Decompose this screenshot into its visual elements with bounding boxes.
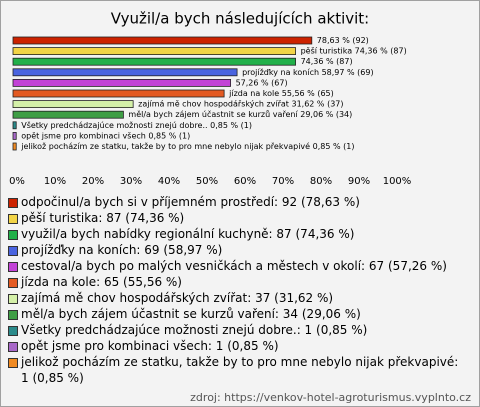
legend: odpočinul/a bych si v příjemném prostřed… xyxy=(7,194,469,386)
plot: Využil/a bych následujících aktivit: 0% 1… xyxy=(9,10,412,188)
legend-label: využil/a bych nabídky regionální kuchyně… xyxy=(21,227,355,241)
legend-item: cestoval/a bych po malých vesničkách a m… xyxy=(7,258,469,274)
x-tick-label: 0% xyxy=(9,176,25,187)
x-tick-label: 40% xyxy=(158,176,180,187)
bar xyxy=(12,121,17,130)
bar xyxy=(12,79,231,87)
legend-item: projížďky na koních: 69 (58,97 %) xyxy=(7,242,469,258)
bar xyxy=(12,36,313,45)
legend-label: měl/a bych zájem účastnit se kurzů vařen… xyxy=(21,307,361,321)
value-label: zajímá mě chov hospodářských zvířat 31,6… xyxy=(138,100,343,109)
legend-item: měl/a bych zájem účastnit se kurzů vařen… xyxy=(7,306,469,322)
bar xyxy=(12,131,17,140)
bar xyxy=(12,57,296,66)
bar xyxy=(12,100,134,108)
value-label: 74,36 % (87) xyxy=(301,57,353,66)
legend-swatch xyxy=(8,310,18,320)
bar xyxy=(12,47,296,55)
x-tick-label: 20% xyxy=(82,176,104,187)
value-label: jízda na kole 55,56 % (65) xyxy=(228,89,334,98)
x-tick-label: 90% xyxy=(348,176,370,187)
value-label: jelikož pocházím ze statku, takže by to … xyxy=(20,141,354,151)
x-tick-label: 60% xyxy=(234,176,256,187)
legend-label: odpočinul/a bych si v příjemném prostřed… xyxy=(21,195,360,209)
x-tick-label: 100% xyxy=(383,176,412,187)
legend-swatch xyxy=(8,326,18,336)
legend-swatch xyxy=(8,294,18,304)
legend-item: jízda na kole: 65 (55,56 %) xyxy=(7,274,469,290)
bar xyxy=(12,68,238,77)
x-tick-label: 50% xyxy=(196,176,218,187)
value-label: 78,63 % (92) xyxy=(317,36,369,45)
x-tick-label: 70% xyxy=(272,176,294,187)
legend-label: jízda na kole: 65 (55,56 %) xyxy=(21,275,182,289)
value-label: 57,26 % (67) xyxy=(236,78,288,87)
legend-swatch xyxy=(8,342,18,352)
legend-label: cestoval/a bych po malých vesničkách a m… xyxy=(21,259,447,273)
legend-swatch xyxy=(8,262,18,272)
legend-item: odpočinul/a bych si v příjemném prostřed… xyxy=(7,194,469,210)
legend-label: Všetky predchádzajúce možnosti znejú dob… xyxy=(21,323,368,337)
legend-swatch xyxy=(8,214,18,224)
legend-item: využil/a bych nabídky regionální kuchyně… xyxy=(7,226,469,242)
value-label: Všetky predchádzajúce možnosti znejú dob… xyxy=(21,120,252,130)
legend-item: pěší turistika: 87 (74,36 %) xyxy=(7,210,469,226)
x-tick-label: 10% xyxy=(44,176,66,187)
bar xyxy=(12,110,124,119)
legend-swatch xyxy=(8,278,18,288)
value-label: projížďky na koních 58,97 % (69) xyxy=(242,68,374,77)
value-label: pěší turistika 74,36 % (87) xyxy=(301,46,407,56)
bar xyxy=(12,142,17,151)
legend-swatch xyxy=(8,358,18,368)
legend-label: projížďky na koních: 69 (58,97 %) xyxy=(21,243,223,257)
value-label: měl/a bych zájem účastnit se kurzů vařen… xyxy=(128,109,352,119)
chart-title: Využil/a bych následujících aktivit: xyxy=(111,10,370,28)
source: zdroj: https://venkov-hotel-agroturismus… xyxy=(190,391,471,404)
legend-label: zajímá mě chov hospodářských zvířat: 37 … xyxy=(21,291,334,305)
legend-item: Všetky predchádzajúce možnosti znejú dob… xyxy=(7,322,469,338)
x-tick-label: 30% xyxy=(120,176,142,187)
legend-swatch xyxy=(8,230,18,240)
legend-item: zajímá mě chov hospodářských zvířat: 37 … xyxy=(7,290,469,306)
bar xyxy=(12,89,225,98)
legend-swatch xyxy=(8,246,18,256)
x-tick-label: 80% xyxy=(310,176,332,187)
legend-swatch xyxy=(8,198,18,208)
value-label: opět jsme pro kombinaci všech 0,85 % (1) xyxy=(21,130,190,140)
legend-label: opět jsme pro kombinaci všech: 1 (0,85 %… xyxy=(21,339,279,353)
legend-label: jelikož pocházím ze statku, takže by to … xyxy=(21,355,459,385)
legend-label: pěší turistika: 87 (74,36 %) xyxy=(21,211,185,225)
legend-item: opět jsme pro kombinaci všech: 1 (0,85 %… xyxy=(7,338,469,354)
legend-item: jelikož pocházím ze statku, takže by to … xyxy=(7,354,469,386)
